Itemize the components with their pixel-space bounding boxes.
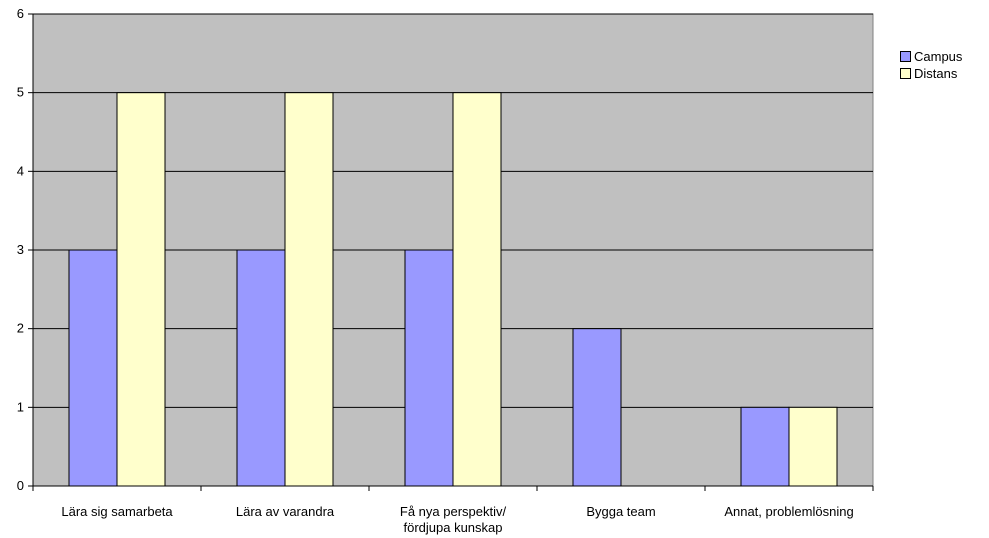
legend-swatch-distans [900,68,911,79]
legend: Campus Distans [900,48,962,82]
y-tick-label: 2 [17,321,24,336]
y-tick-label: 1 [17,399,24,414]
bar-campus [741,407,789,486]
bar-campus [573,329,621,486]
bar-distans [285,93,333,486]
bar-campus [405,250,453,486]
x-tick-labels: Lära sig samarbeta Lära av varandra Få nya… [61,504,853,535]
legend-label-campus: Campus [914,48,962,65]
legend-item-campus: Campus [900,48,962,65]
y-tick-labels: 0 1 2 3 4 5 6 [17,6,24,493]
x-tick-label: Annat, problemlösning [724,504,853,519]
y-tick-label: 4 [17,163,24,178]
x-tick-label: Få nya perspektiv/fördjupa kunskap [400,504,507,535]
x-tick-label: Lära av varandra [236,504,335,519]
bar-distans [117,93,165,486]
legend-swatch-campus [900,51,911,62]
legend-label-distans: Distans [914,65,957,82]
x-tick-label: Lära sig samarbeta [61,504,173,519]
y-tick-label: 5 [17,85,24,100]
y-tick-label: 3 [17,242,24,257]
y-tick-label: 6 [17,6,24,21]
legend-item-distans: Distans [900,65,962,82]
bar-campus [237,250,285,486]
y-tick-label: 0 [17,478,24,493]
bar-campus [69,250,117,486]
bar-distans [453,93,501,486]
bar-distans [789,407,837,486]
x-tick-label: Bygga team [586,504,655,519]
